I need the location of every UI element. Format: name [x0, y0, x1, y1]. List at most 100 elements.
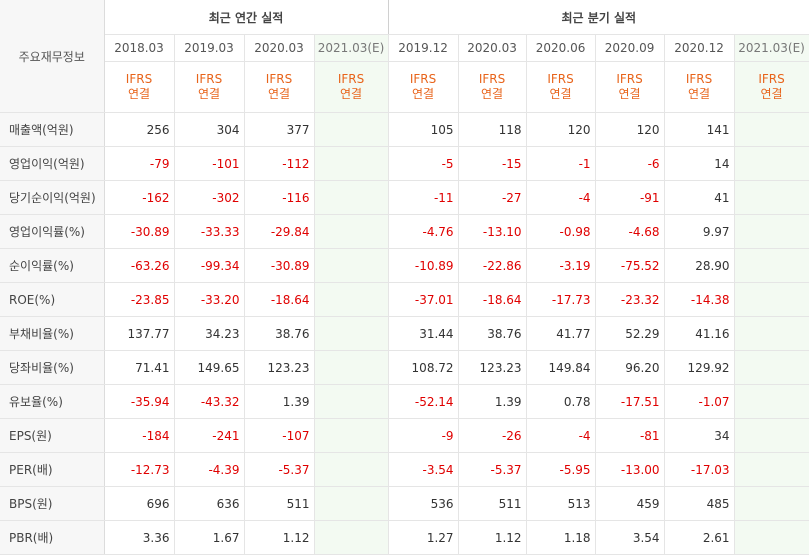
data-cell: 71.41 — [104, 350, 175, 385]
data-cell: 34 — [664, 418, 735, 453]
data-cell: -3.54 — [387, 452, 459, 487]
data-cell: -14.38 — [664, 282, 735, 317]
data-cell: -23.85 — [104, 282, 175, 317]
standard-consolidated: 연결 — [412, 87, 435, 101]
data-cell: -5.37 — [458, 452, 527, 487]
data-cell: -79 — [104, 146, 175, 181]
data-cell: 1.12 — [458, 520, 527, 555]
table-row: ROE(%) -23.85 -33.20 -18.64 -37.01 -18.64 -17.… — [0, 282, 809, 317]
data-cell: -43.32 — [174, 384, 245, 419]
data-cell: -162 — [104, 180, 175, 215]
data-cell: 1.39 — [244, 384, 315, 419]
period-label: 2020.09 — [595, 34, 665, 62]
data-cell — [314, 520, 389, 555]
data-cell — [314, 350, 389, 385]
accounting-standard: IFRS 연결 — [595, 61, 665, 113]
data-cell: 1.67 — [174, 520, 245, 555]
data-cell: 377 — [244, 112, 315, 147]
data-cell: -1 — [526, 146, 596, 181]
data-cell — [314, 214, 389, 249]
data-cell: -302 — [174, 180, 245, 215]
period-label: 2020.06 — [526, 34, 596, 62]
data-cell — [314, 316, 389, 351]
data-cell: 38.76 — [244, 316, 315, 351]
data-cell: -101 — [174, 146, 245, 181]
data-cell: 9.97 — [664, 214, 735, 249]
standard-consolidated: 연결 — [339, 87, 363, 101]
data-cell: 34.23 — [174, 316, 245, 351]
standard-consolidated: 연결 — [481, 87, 504, 101]
data-cell: -26 — [458, 418, 527, 453]
data-cell: -17.03 — [664, 452, 735, 487]
data-cell: -17.73 — [526, 282, 596, 317]
data-cell: -18.64 — [458, 282, 527, 317]
data-cell: 149.65 — [174, 350, 245, 385]
data-cell — [734, 282, 809, 317]
data-cell: -5.95 — [526, 452, 596, 487]
accounting-standard: IFRS 연결 — [734, 61, 809, 113]
data-cell — [734, 520, 809, 555]
data-cell: 120 — [526, 112, 596, 147]
data-cell: -37.01 — [387, 282, 459, 317]
accounting-standard: IFRS 연결 — [174, 61, 245, 113]
row-label: BPS(원) — [0, 486, 105, 521]
data-cell: -12.73 — [104, 452, 175, 487]
data-cell: 485 — [664, 486, 735, 521]
data-cell: 513 — [526, 486, 596, 521]
data-cell: 536 — [387, 486, 459, 521]
standard-ifrs: IFRS — [409, 72, 437, 86]
row-label: 당기순이익(억원) — [0, 180, 105, 215]
data-cell — [734, 180, 809, 215]
period-label: 2020.12 — [664, 34, 735, 62]
standard-consolidated: 연결 — [267, 87, 291, 101]
period-label: 2021.03(E) — [734, 34, 809, 62]
data-cell: 0.78 — [526, 384, 596, 419]
data-cell: -241 — [174, 418, 245, 453]
data-cell: -4 — [526, 418, 596, 453]
table-row: 유보율(%) -35.94 -43.32 1.39 -52.14 1.39 0.78 -17.… — [0, 384, 809, 419]
data-cell: -13.10 — [458, 214, 527, 249]
data-cell: -63.26 — [104, 248, 175, 283]
data-cell: -112 — [244, 146, 315, 181]
accounting-standard: IFRS 연결 — [526, 61, 596, 113]
data-cell: 137.77 — [104, 316, 175, 351]
data-cell: 31.44 — [387, 316, 459, 351]
data-cell — [314, 282, 389, 317]
accounting-standard: IFRS 연결 — [664, 61, 735, 113]
data-cell: 96.20 — [595, 350, 665, 385]
standard-consolidated: 연결 — [760, 87, 783, 101]
data-cell: 304 — [174, 112, 245, 147]
row-label: ROE(%) — [0, 282, 105, 317]
data-cell: 1.39 — [458, 384, 527, 419]
data-cell: -116 — [244, 180, 315, 215]
standard-ifrs: IFRS — [685, 72, 713, 86]
row-label: 유보율(%) — [0, 384, 105, 419]
period-label: 2019.03 — [174, 34, 245, 62]
data-cell: -23.32 — [595, 282, 665, 317]
data-cell — [314, 146, 389, 181]
data-cell: 511 — [458, 486, 527, 521]
row-label: 순이익률(%) — [0, 248, 105, 283]
data-cell: -99.34 — [174, 248, 245, 283]
data-cell — [734, 452, 809, 487]
data-cell: -4.76 — [387, 214, 459, 249]
annual-title: 최근 연간 실적 — [104, 0, 389, 35]
data-cell: 41.16 — [664, 316, 735, 351]
period-label: 2019.12 — [387, 34, 459, 62]
data-cell — [734, 146, 809, 181]
data-cell: -52.14 — [387, 384, 459, 419]
standard-ifrs: IFRS — [547, 72, 574, 86]
quarter-title: 최근 분기 실적 — [387, 0, 809, 35]
table-row: 영업이익률(%) -30.89 -33.33 -29.84 -4.76 -13.10 -0.… — [0, 214, 809, 249]
data-cell — [734, 214, 809, 249]
data-cell: 28.90 — [664, 248, 735, 283]
table-row: PER(배) -12.73 -4.39 -5.37 -3.54 -5.37 -5.95 -13… — [0, 452, 809, 487]
standard-ifrs: IFRS — [265, 72, 293, 86]
data-cell: -27 — [458, 180, 527, 215]
table-row: BPS(원) 696 636 511 536 511 513 459 485 — [0, 486, 809, 521]
data-cell: -11 — [387, 180, 459, 215]
data-cell: -91 — [595, 180, 665, 215]
data-cell: -4 — [526, 180, 596, 215]
data-cell: -81 — [595, 418, 665, 453]
data-cell: 3.54 — [595, 520, 665, 555]
